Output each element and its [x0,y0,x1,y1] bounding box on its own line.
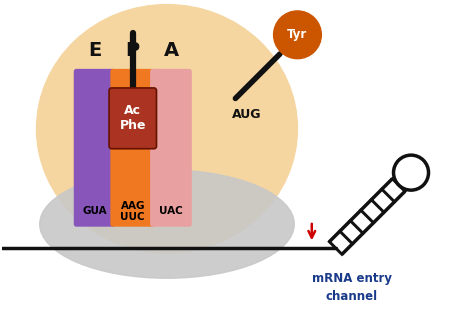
Text: Tyr: Tyr [287,28,308,41]
Text: AAG
UUC: AAG UUC [120,201,145,222]
Text: UAC: UAC [159,206,183,216]
Ellipse shape [40,170,294,278]
FancyBboxPatch shape [109,88,156,149]
Circle shape [273,11,321,59]
Text: Ac
Phe: Ac Phe [119,104,146,132]
Text: mRNA entry
channel: mRNA entry channel [311,272,392,303]
Ellipse shape [36,4,298,253]
Text: E: E [88,41,101,60]
FancyBboxPatch shape [110,69,155,227]
Text: P: P [126,41,140,60]
Text: GUA: GUA [82,206,107,216]
Text: A: A [164,41,179,60]
Text: AUG: AUG [232,108,261,121]
FancyBboxPatch shape [150,69,192,227]
FancyBboxPatch shape [74,69,116,227]
